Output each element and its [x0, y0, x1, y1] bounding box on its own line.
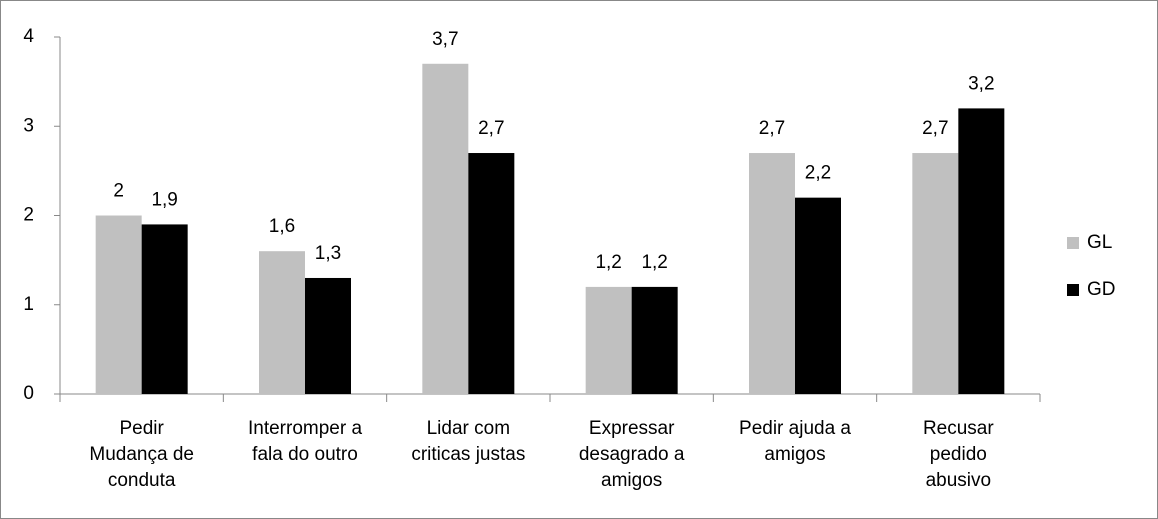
value-label: 2 [113, 181, 124, 202]
bar [795, 197, 841, 394]
x-tick-label: Recusar [923, 418, 994, 439]
x-tick-label: fala do outro [252, 444, 358, 465]
x-tick-label: conduta [108, 470, 176, 491]
y-tick-label: 0 [23, 383, 34, 404]
x-tick-label: Lidar com [427, 418, 510, 439]
x-tick-label: Interromper a [248, 418, 362, 439]
x-tick-label: amigos [601, 470, 662, 491]
value-label: 1,2 [595, 252, 621, 273]
x-tick-label: Pedir [119, 418, 164, 439]
bar [141, 224, 188, 394]
bar [749, 153, 795, 394]
value-label: 3,2 [968, 73, 994, 94]
y-tick-label: 4 [23, 26, 34, 47]
bar [631, 286, 678, 394]
value-label: 2,2 [805, 163, 831, 184]
bar [912, 153, 959, 394]
legend-label: GD [1087, 279, 1116, 300]
value-label: 1,9 [151, 189, 177, 210]
value-label: 1,6 [269, 216, 295, 237]
y-tick-label: 3 [23, 115, 34, 136]
bar [958, 108, 1005, 395]
value-label: 2,7 [759, 118, 785, 139]
value-label: 1,3 [315, 243, 341, 264]
value-label: 3,7 [432, 29, 458, 50]
bar [585, 286, 632, 394]
value-label: 2,7 [922, 118, 948, 139]
value-label: 2,7 [478, 118, 504, 139]
bar [468, 153, 515, 394]
x-tick-label: amigos [764, 444, 825, 465]
x-tick-label: Expressar [589, 418, 675, 439]
bar [95, 215, 142, 394]
value-label: 1,2 [641, 252, 667, 273]
x-tick-label: desagrado a [579, 444, 685, 465]
y-tick-label: 1 [23, 294, 34, 315]
x-tick-label: Mudança de [89, 444, 194, 465]
x-tick-label: pedido [930, 444, 987, 465]
bar [259, 251, 305, 394]
bar [305, 277, 351, 394]
legend-swatch [1067, 284, 1079, 296]
legend-label: GL [1087, 232, 1112, 253]
y-tick-label: 2 [23, 205, 34, 226]
x-tick-label: Pedir ajuda a [739, 418, 851, 439]
bar [422, 63, 469, 395]
x-tick-label: criticas justas [411, 444, 525, 465]
x-tick-label: abusivo [926, 470, 992, 491]
legend-swatch [1067, 237, 1079, 249]
